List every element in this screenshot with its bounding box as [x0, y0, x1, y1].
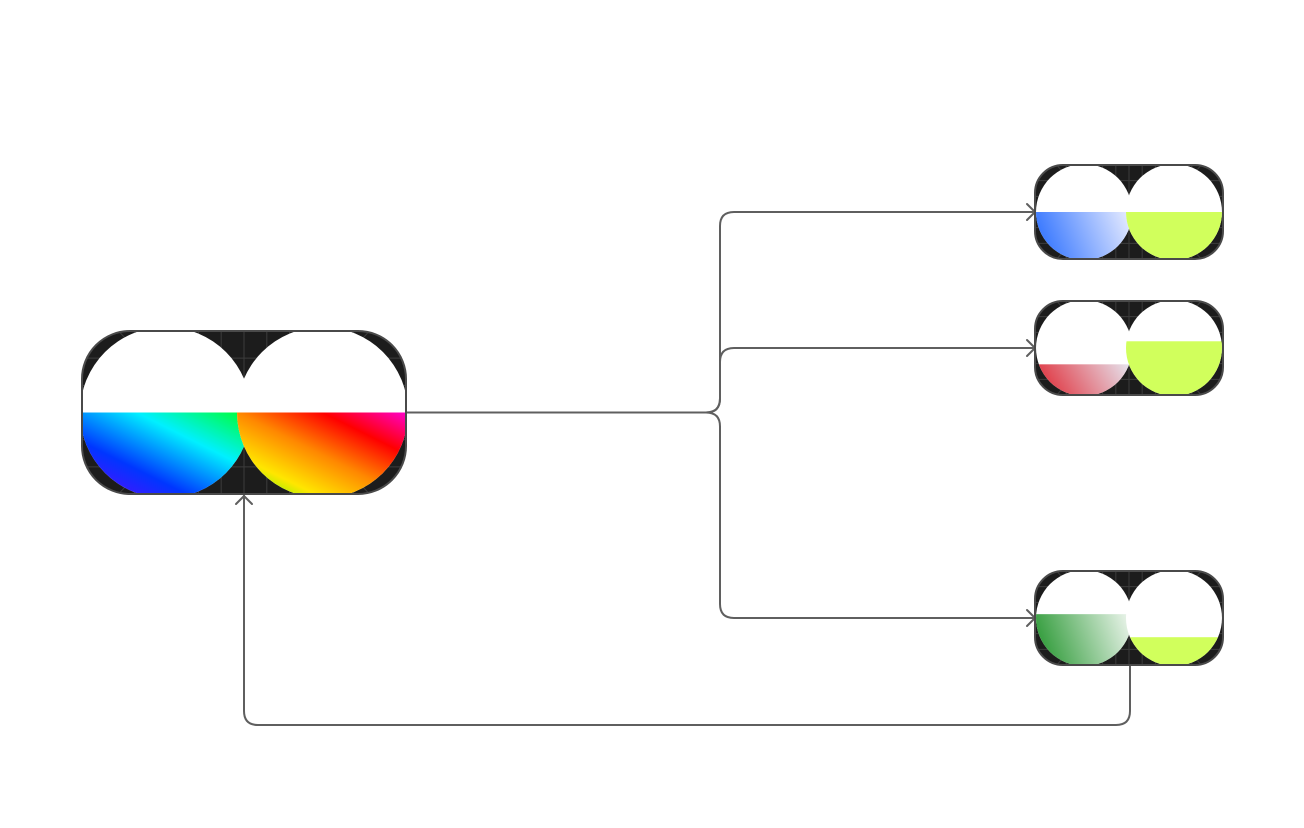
edge-source-to-green[interactable]: [405, 411, 1036, 627]
left-bowl: [1036, 301, 1132, 395]
nodes-layer: [80, 164, 1224, 666]
right-bowl: [1126, 301, 1222, 395]
right-bowl: [237, 331, 406, 494]
right-bowl: [1126, 571, 1222, 665]
card-border: [1034, 300, 1224, 396]
blue-output-node[interactable]: [1034, 164, 1224, 260]
arrowhead-icon: [235, 495, 253, 505]
edge-path: [243, 494, 1131, 726]
left-bowl: [1036, 571, 1132, 665]
edge-green-to-source[interactable]: [235, 494, 1131, 726]
edges-layer: [235, 203, 1131, 726]
left-bowl: [82, 331, 251, 494]
card-border: [1034, 570, 1224, 666]
card-border: [81, 330, 407, 495]
card-border: [1034, 164, 1224, 260]
edge-path: [405, 411, 1036, 619]
red-output-node[interactable]: [1034, 300, 1224, 396]
edge-path: [405, 347, 1036, 414]
left-bowl: [1036, 165, 1132, 259]
source-node[interactable]: [80, 327, 408, 498]
green-output-node[interactable]: [1034, 570, 1224, 666]
right-bowl: [1126, 165, 1222, 259]
